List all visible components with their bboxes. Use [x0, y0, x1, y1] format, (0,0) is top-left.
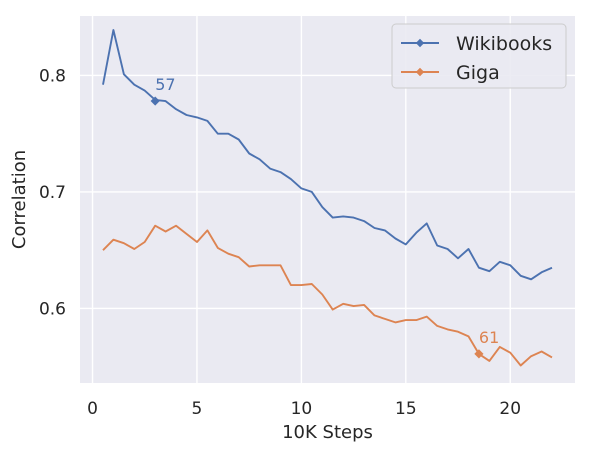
- x-tick-label: 0: [87, 399, 98, 419]
- series-line-1: [102, 224, 553, 367]
- x-tick-label: 15: [395, 399, 417, 419]
- y-tick-labels: 0.6 0.7 0.8: [39, 66, 66, 319]
- series-line-0: [102, 29, 553, 281]
- highlight-label-0: 57: [155, 75, 175, 94]
- y-axis-label: Correlation: [9, 150, 30, 249]
- y-tick-label: 0.6: [39, 299, 66, 319]
- y-tick-label: 0.8: [39, 66, 66, 86]
- x-axis-label: 10K Steps: [282, 422, 373, 443]
- highlight-label-1: 61: [479, 328, 499, 347]
- legend: Wikibooks Giga: [391, 23, 567, 89]
- highlight-marker-1: [474, 349, 484, 359]
- highlight-marker-0: [150, 96, 160, 106]
- series-layer: [102, 29, 553, 367]
- legend-label-1: Giga: [456, 62, 500, 84]
- annotations: 57 61: [155, 75, 499, 347]
- y-tick-label: 0.7: [39, 183, 66, 203]
- x-tick-labels: 0 5 10 15 20: [87, 399, 521, 419]
- x-tick-label: 5: [192, 399, 203, 419]
- legend-marker-0: [415, 38, 425, 48]
- legend-marker-1: [415, 67, 425, 77]
- x-tick-label: 10: [291, 399, 313, 419]
- x-tick-label: 20: [499, 399, 521, 419]
- legend-label-0: Wikibooks: [456, 33, 552, 55]
